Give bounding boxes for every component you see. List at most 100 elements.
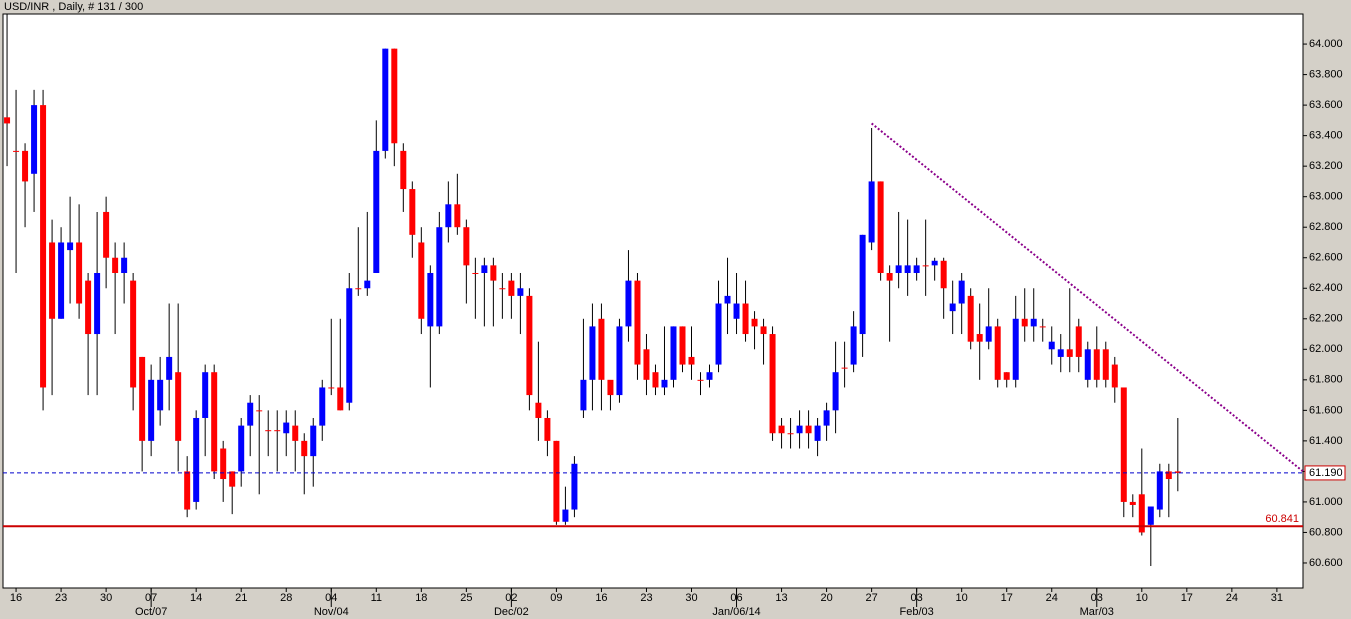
candle-body (76, 242, 83, 304)
candle-body (157, 379, 164, 411)
candle-body (499, 288, 506, 290)
candle-body (40, 105, 47, 388)
candle-body (1075, 326, 1082, 357)
candle-body (1174, 471, 1181, 473)
candle-body (823, 410, 830, 426)
candle-body (598, 318, 605, 380)
candle-body (301, 440, 308, 457)
x-tick-label: 20 (820, 592, 832, 604)
candle-body (976, 334, 983, 342)
candle-body (391, 48, 398, 144)
candle-body (535, 402, 542, 418)
x-tick-label: 17 (1001, 592, 1013, 604)
candle-body (1165, 471, 1172, 480)
candle-body (760, 326, 767, 335)
candle-body (1048, 341, 1055, 350)
x-tick-label: 31 (1271, 592, 1283, 604)
candle-body (1039, 326, 1046, 328)
candle-body (292, 425, 299, 441)
candle-body (166, 356, 173, 380)
x-tick-label: 16 (595, 592, 607, 604)
candle-body (409, 189, 416, 235)
x-tick-label: 23 (640, 592, 652, 604)
period-label: Oct/07 (135, 606, 167, 618)
x-tick-label: 11 (371, 592, 382, 604)
x-tick-label: 25 (460, 592, 472, 604)
candle-body (814, 425, 821, 441)
candle-body (373, 150, 380, 273)
candle-body (238, 425, 245, 472)
candle-body (940, 260, 947, 289)
candle-body (544, 417, 551, 441)
y-tick-label: 61.400 (1309, 435, 1343, 447)
candle-body (1012, 318, 1019, 380)
y-tick-label: 60.800 (1309, 526, 1343, 538)
x-tick-label: 30 (100, 592, 112, 604)
y-tick-label: 61.000 (1309, 496, 1343, 508)
level-label: 60.841 (1265, 513, 1299, 525)
level-label-box (1304, 465, 1346, 481)
candle-body (517, 288, 524, 296)
candle-body (337, 387, 344, 411)
candle-body (112, 257, 119, 273)
candle-body (1057, 349, 1064, 357)
candle-body (220, 448, 227, 480)
x-tick-label: 21 (235, 592, 247, 604)
candle-body (949, 303, 956, 312)
candle-body (1111, 364, 1118, 388)
candle-body (265, 430, 272, 432)
candle-body (427, 272, 434, 327)
candle-body (31, 105, 38, 174)
candle-body (85, 280, 92, 335)
candle-body (904, 265, 911, 273)
candle-body (319, 387, 326, 426)
candle-body (94, 272, 101, 335)
x-tick-label: 17 (1181, 592, 1193, 604)
candle-body (1003, 372, 1010, 380)
y-tick-label: 61.600 (1309, 404, 1343, 416)
candle-body (688, 356, 695, 365)
y-tick-label: 63.800 (1309, 68, 1343, 80)
candle-body (202, 372, 209, 418)
candle-body (985, 326, 992, 342)
x-tick-label: 27 (865, 592, 877, 604)
candle-body (247, 402, 254, 426)
candle-body (1102, 349, 1109, 380)
x-tick-label: 30 (685, 592, 697, 604)
period-label: Jan/06/14 (712, 606, 760, 618)
candle-body (1120, 387, 1127, 502)
candle-body (1084, 349, 1091, 380)
candle-body (418, 242, 425, 319)
candle-body (454, 204, 461, 228)
candle-body (1147, 506, 1154, 525)
candle-body (139, 356, 146, 441)
candle-body (553, 440, 560, 522)
candle-body (130, 280, 137, 388)
period-label: Dec/02 (494, 606, 529, 618)
candle-body (283, 422, 290, 434)
x-tick-label: 14 (190, 592, 202, 604)
candle-body (256, 410, 263, 412)
candle-body (310, 425, 317, 457)
candle-body (715, 303, 722, 365)
candle-body (580, 379, 587, 411)
candle-body (751, 318, 758, 327)
period-label: Feb/03 (900, 606, 934, 618)
candle-body (67, 242, 74, 251)
candle-body (652, 372, 659, 388)
candle-body (841, 367, 848, 369)
candle-body (832, 372, 839, 411)
candle-body (184, 471, 191, 510)
candle-body (868, 181, 875, 243)
candle-body (508, 280, 515, 296)
y-tick-label: 63.200 (1309, 160, 1343, 172)
candle-body (4, 117, 11, 124)
candle-body (1066, 349, 1073, 357)
candle-body (571, 463, 578, 510)
candle-body (661, 379, 668, 388)
candle-body (526, 295, 533, 396)
candle-body (742, 303, 749, 335)
candle-body (382, 48, 389, 151)
candle-body (850, 326, 857, 365)
